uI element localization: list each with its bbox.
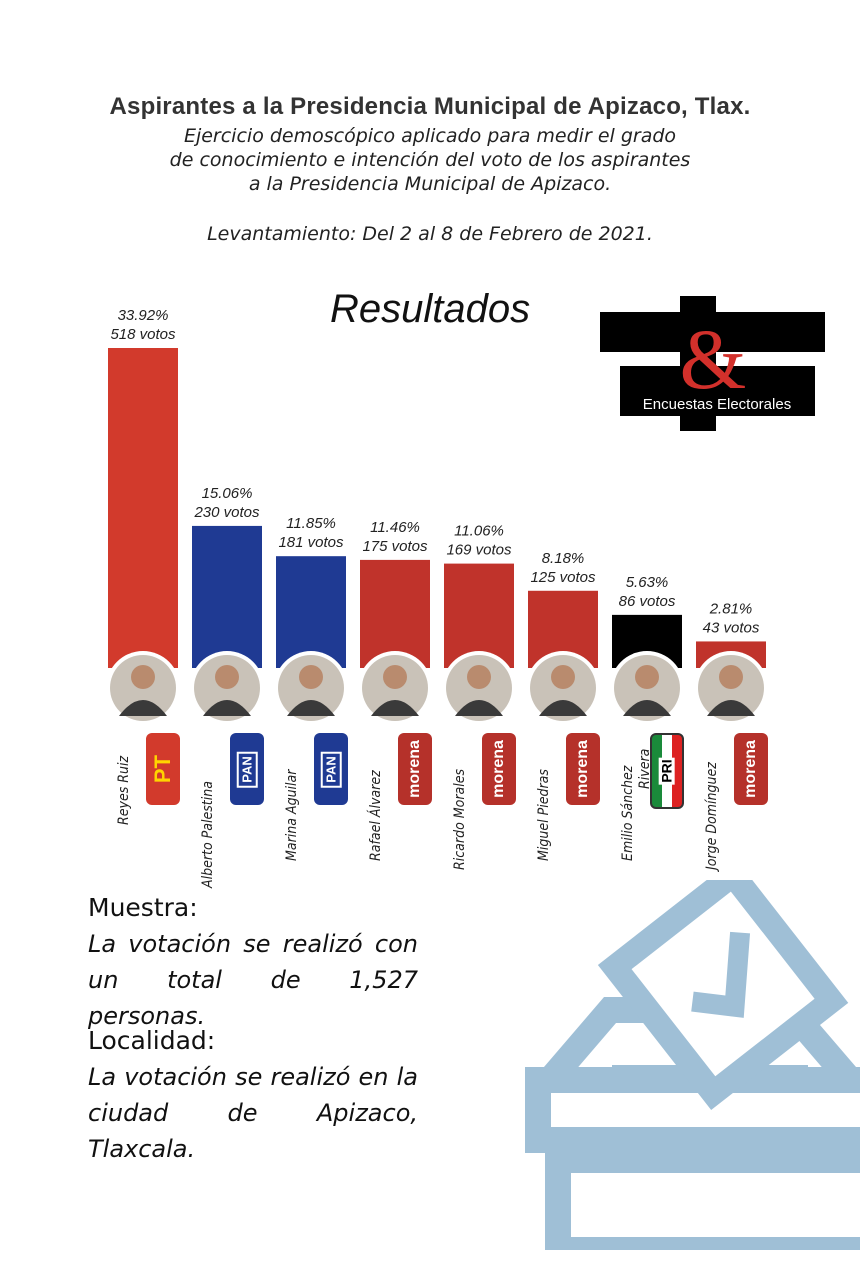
- candidate-avatar: [274, 651, 348, 725]
- candidate-name: Ricardo Morales: [452, 768, 468, 870]
- avatar-head: [299, 665, 323, 689]
- avatar-head: [551, 665, 575, 689]
- page-subtitle: Ejercicio demoscópico aplicado para medi…: [0, 124, 860, 196]
- candidate-avatar: [190, 651, 264, 725]
- percent-label: 8.18%: [542, 550, 585, 567]
- logo-cross-bottom: [620, 366, 815, 416]
- votes-label: 169 votos: [446, 542, 512, 559]
- avatar-head: [635, 665, 659, 689]
- morena-logo: morena: [734, 733, 768, 805]
- logo-text: Encuestas Electorales: [643, 396, 791, 413]
- bar: [192, 525, 262, 668]
- candidate-name: Alberto Palestina: [200, 781, 216, 888]
- votes-label: 175 votos: [362, 538, 428, 555]
- avatar-body: [707, 700, 755, 716]
- ballot-paper: [597, 880, 849, 1110]
- pt-logo: PT: [146, 733, 180, 805]
- avatar-body: [119, 700, 167, 716]
- pan-logo: PAN: [230, 733, 264, 805]
- candidate-name: Marina Aguilar: [284, 769, 300, 861]
- bar: [108, 348, 178, 668]
- candidate-name: Reyes Ruiz: [116, 755, 132, 825]
- avatar-body: [371, 700, 419, 716]
- avatar-head: [719, 665, 743, 689]
- subtitle-line: Ejercicio demoscópico aplicado para medi…: [183, 125, 677, 147]
- percent-label: 33.92%: [118, 307, 169, 324]
- check-icon: [691, 931, 751, 1018]
- votes-label: 125 votos: [530, 569, 596, 586]
- locality-text: La votación se realizó en la ciudad de A…: [88, 1063, 418, 1163]
- fieldwork-dates: Levantamiento: Del 2 al 8 de Febrero de …: [207, 223, 653, 245]
- candidate-avatar: [610, 651, 684, 725]
- morena-logo: morena: [566, 733, 600, 805]
- bar: [360, 559, 430, 668]
- votes-label: 230 votos: [193, 504, 260, 521]
- bar: [444, 563, 514, 668]
- candidate-avatar: [358, 651, 432, 725]
- candidate-name: Jorge Domínguez: [704, 762, 720, 870]
- subtitle-line: de conocimiento e intención del voto de …: [169, 149, 691, 171]
- pri-logo: PRI: [650, 733, 684, 809]
- votes-label: 181 votos: [278, 534, 344, 551]
- encuestas-electorales-logo: & Encuestas Electorales: [600, 296, 825, 431]
- candidate-name: Miguel Piedras: [536, 769, 552, 861]
- logo-ampersand: &: [680, 311, 747, 407]
- votes-label: 86 votos: [619, 593, 676, 610]
- percent-label: 5.63%: [626, 574, 669, 591]
- morena-logo: morena: [398, 733, 432, 805]
- avatar-body: [203, 700, 251, 716]
- percent-label: 11.85%: [286, 515, 336, 532]
- avatar-body: [623, 700, 671, 716]
- percent-label: 11.46%: [370, 519, 420, 536]
- avatar-head: [383, 665, 407, 689]
- subtitle-line: a la Presidencia Municipal de Apizaco.: [248, 173, 612, 195]
- logo-cross-top: [600, 312, 825, 352]
- morena-logo: morena: [482, 733, 516, 805]
- percent-label: 2.81%: [709, 600, 753, 617]
- avatar-head: [467, 665, 491, 689]
- sample-heading: Muestra:: [88, 893, 198, 922]
- avatar-body: [539, 700, 587, 716]
- bar: [276, 556, 346, 668]
- avatar-body: [455, 700, 503, 716]
- votes-label: 518 votos: [110, 326, 176, 343]
- avatar-body: [287, 700, 335, 716]
- chart-title: Resultados: [330, 287, 531, 331]
- avatar-head: [215, 665, 239, 689]
- candidate-name: Rivera: [637, 748, 653, 789]
- ballot-box-body: [545, 1147, 860, 1250]
- candidate-name: Emilio Sánchez: [620, 765, 636, 861]
- percent-label: 15.06%: [202, 485, 253, 502]
- votes-label: 43 votos: [703, 619, 760, 636]
- ballot-box-icon: [525, 880, 860, 1250]
- candidate-avatar: [106, 651, 180, 725]
- percent-label: 11.06%: [454, 523, 504, 540]
- candidate-avatar: [442, 651, 516, 725]
- candidate-name: Rafael Álvarez: [368, 770, 384, 861]
- results-bar-chart: 33.92% 518 votos 15.06% 230 votos 11.85% 181 …: [106, 307, 768, 725]
- candidate-avatar: [526, 651, 600, 725]
- pan-logo: PAN: [314, 733, 348, 805]
- page-title: Aspirantes a la Presidencia Municipal de…: [109, 93, 751, 120]
- avatar-head: [131, 665, 155, 689]
- sample-text: La votación se realizó con un total de 1…: [88, 930, 418, 1030]
- candidate-avatar: [694, 651, 768, 725]
- locality-heading: Localidad:: [88, 1026, 216, 1055]
